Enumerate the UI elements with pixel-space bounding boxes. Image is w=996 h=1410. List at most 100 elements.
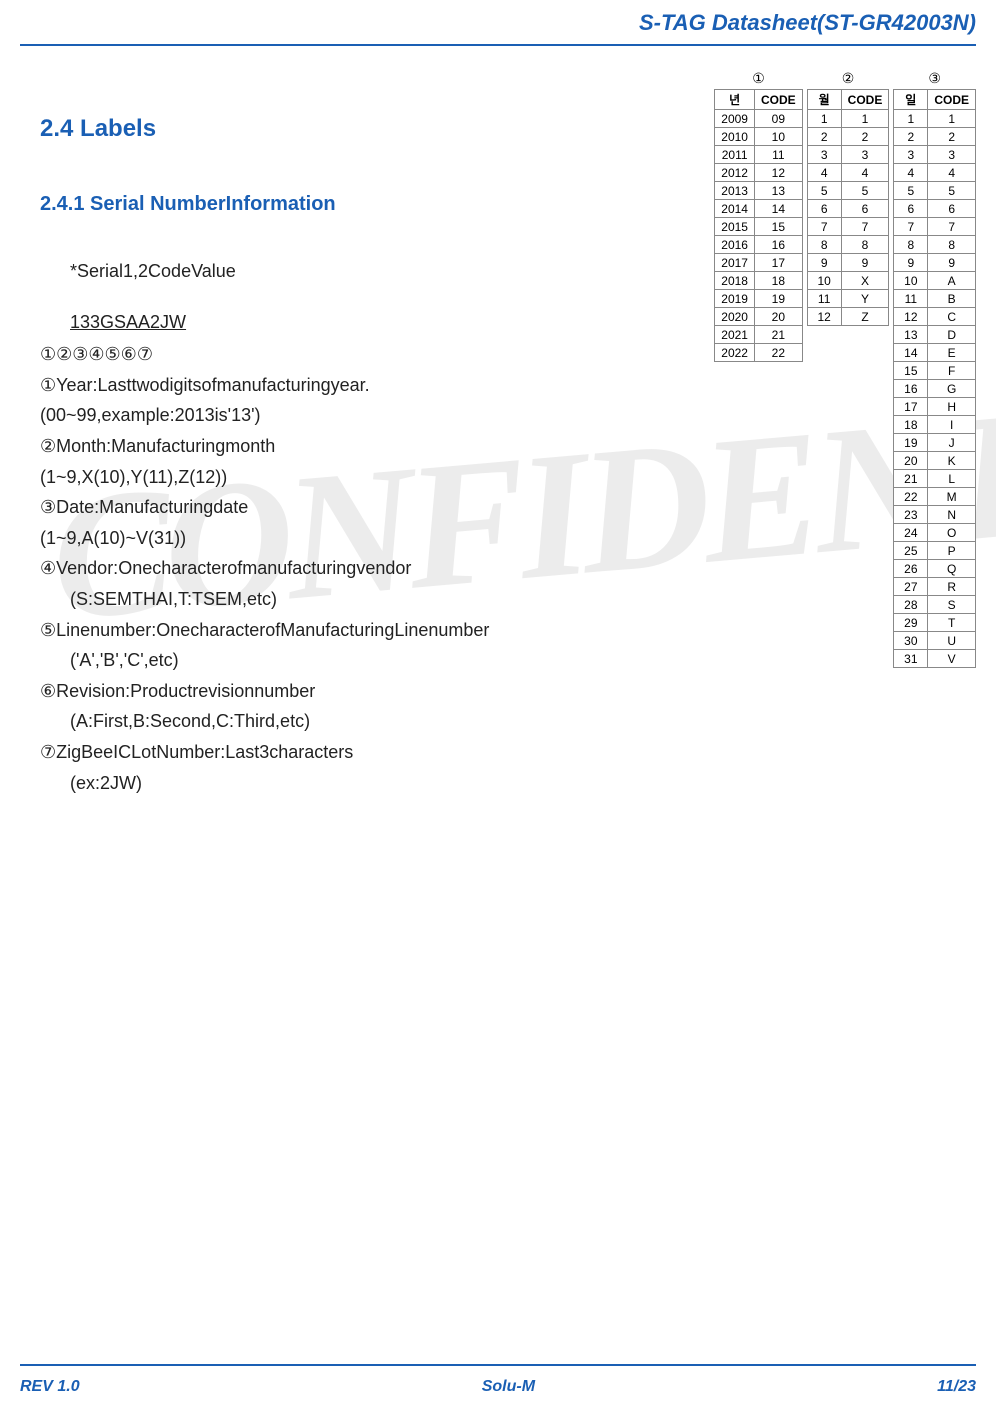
table-cell: 22 [754,344,802,362]
item-7-line-b: (ex:2JW) [70,768,600,799]
table-cell: 2018 [715,272,755,290]
table-row: 55 [894,182,976,200]
table-row: 22M [894,488,976,506]
table-cell: 2010 [715,128,755,146]
table-cell: 19 [754,290,802,308]
table-row: 27R [894,578,976,596]
table-cell: 22 [894,488,928,506]
table-cell: O [928,524,976,542]
table-cell: 21 [754,326,802,344]
table-cell: 1 [841,110,889,128]
table-cell: 1 [928,110,976,128]
table-row: 33 [894,146,976,164]
table-cell: 6 [807,200,841,218]
table-cell: R [928,578,976,596]
table-cell: K [928,452,976,470]
day-table-block: ③ 일 CODE 11223344556677889910A11B12C13D1… [893,70,976,668]
table-cell: 24 [894,524,928,542]
table-row: 31V [894,650,976,668]
footer: REV 1.0 Solu-M 11/23 [20,1378,976,1396]
table-cell: 2017 [715,254,755,272]
table-cell: 7 [894,218,928,236]
table-row: 12C [894,308,976,326]
code-tables-wrap: ① 년 CODE 2009092010102011112012122013132… [714,70,976,668]
year-code-table: 년 CODE 200909201010201111201212201313201… [714,89,802,362]
table-cell: L [928,470,976,488]
table-cell: G [928,380,976,398]
table-cell: 4 [807,164,841,182]
table-row: 13D [894,326,976,344]
table-cell: 6 [928,200,976,218]
table-row: 88 [894,236,976,254]
table-row: 33 [807,146,889,164]
table-row: 201212 [715,164,802,182]
table-cell: Q [928,560,976,578]
table-cell: 4 [928,164,976,182]
table-row: 18I [894,416,976,434]
table-cell: 5 [841,182,889,200]
table-cell: P [928,542,976,560]
table-cell: Z [841,308,889,326]
table-cell: 2013 [715,182,755,200]
table-cell: 28 [894,596,928,614]
table-row: 44 [894,164,976,182]
table-cell: 29 [894,614,928,632]
table-cell: 15 [894,362,928,380]
table-cell: 5 [894,182,928,200]
table-cell: 10 [894,272,928,290]
table-cell: V [928,650,976,668]
table-cell: 09 [754,110,802,128]
table-cell: 10 [807,272,841,290]
table-cell: C [928,308,976,326]
footer-divider [20,1364,976,1366]
table-cell: 2020 [715,308,755,326]
table-row: 66 [894,200,976,218]
table-cell: U [928,632,976,650]
item-2-line-b: (1~9,X(10),Y(11),Z(12)) [40,462,600,493]
table-row: 11 [894,110,976,128]
table-cell: 3 [894,146,928,164]
item-5-line-a: ⑤Linenumber:OnecharacterofManufacturingL… [40,615,600,646]
item-4-line-a: ④Vendor:Onecharacterofmanufacturingvendo… [40,553,600,584]
table-row: 17H [894,398,976,416]
table-cell: 25 [894,542,928,560]
table-row: 14E [894,344,976,362]
table-header-row: 일 CODE [894,90,976,110]
table-cell: 2021 [715,326,755,344]
year-col-header: 년 [715,90,755,110]
table-row: 55 [807,182,889,200]
table-cell: 2015 [715,218,755,236]
footer-page: 11/23 [937,1378,976,1396]
table-row: 201414 [715,200,802,218]
table-cell: 18 [894,416,928,434]
table-row: 11B [894,290,976,308]
table-cell: 2012 [715,164,755,182]
table-row: 201717 [715,254,802,272]
table-cell: 23 [894,506,928,524]
table-cell: 13 [894,326,928,344]
table-row: 20K [894,452,976,470]
table-row: 77 [894,218,976,236]
table-cell: 10 [754,128,802,146]
table-header-row: 월 CODE [807,90,889,110]
table-cell: 31 [894,650,928,668]
table-row: 88 [807,236,889,254]
table-cell: J [928,434,976,452]
table-row: 19J [894,434,976,452]
table-row: 25P [894,542,976,560]
header-divider [20,44,976,46]
table-cell: 8 [841,236,889,254]
table-cell: 20 [894,452,928,470]
month-col-header: 월 [807,90,841,110]
table-cell: H [928,398,976,416]
table-row: 99 [894,254,976,272]
table-cell: 2 [807,128,841,146]
table-row: 23N [894,506,976,524]
table-cell: 21 [894,470,928,488]
table-cell: 2016 [715,236,755,254]
table-cell: X [841,272,889,290]
table-cell: D [928,326,976,344]
table-cell: 8 [807,236,841,254]
table-row: 29T [894,614,976,632]
table-row: 11 [807,110,889,128]
